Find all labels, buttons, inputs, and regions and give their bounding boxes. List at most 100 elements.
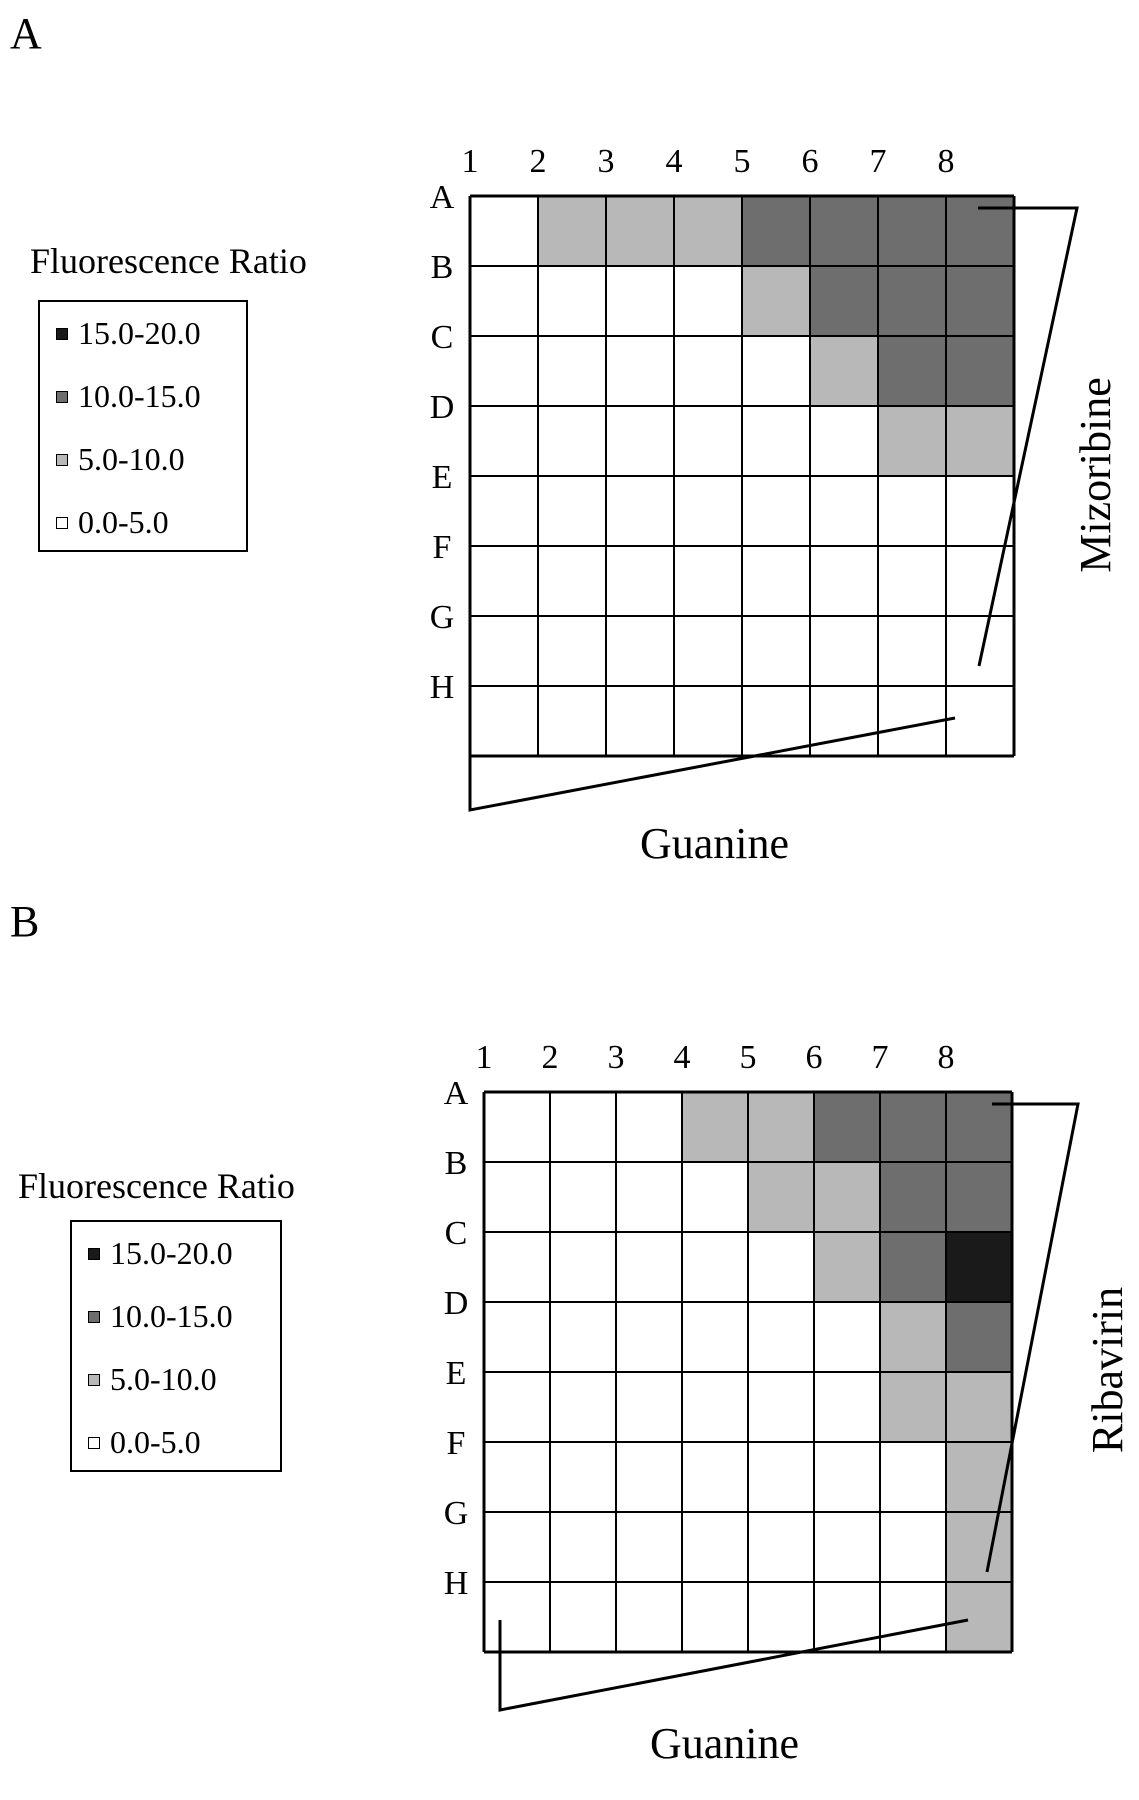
heatmap-cell bbox=[742, 336, 810, 406]
heatmap-cell bbox=[880, 1372, 946, 1442]
panel-a-legend-title: Fluorescence Ratio bbox=[30, 241, 307, 281]
panel-b-row-drug-label: Ribavirin bbox=[1083, 1286, 1132, 1454]
column-tick-label: 5 bbox=[740, 1039, 757, 1076]
column-concentration-wedge bbox=[468, 716, 956, 812]
heatmap-cell bbox=[810, 406, 878, 476]
heatmap-cell bbox=[674, 686, 742, 756]
heatmap-cell bbox=[550, 1582, 616, 1652]
row-tick-label: A bbox=[430, 179, 455, 216]
legend-swatch bbox=[56, 390, 68, 403]
column-tick-label: 1 bbox=[476, 1039, 493, 1076]
heatmap-cell bbox=[810, 336, 878, 406]
heatmap-cell bbox=[538, 266, 606, 336]
heatmap-cell bbox=[470, 336, 538, 406]
heatmap-cell bbox=[470, 476, 538, 546]
legend-swatch bbox=[88, 1310, 100, 1323]
legend-item-label: 10.0-15.0 bbox=[78, 378, 201, 414]
heatmap-cell bbox=[880, 1582, 946, 1652]
legend-item: 15.0-20.0 bbox=[72, 1222, 280, 1285]
heatmap-cell bbox=[550, 1092, 616, 1162]
legend-item-label: 0.0-5.0 bbox=[78, 504, 169, 540]
heatmap-cell bbox=[674, 196, 742, 266]
heatmap-cell bbox=[946, 616, 1014, 686]
heatmap-cell bbox=[748, 1092, 814, 1162]
heatmap-cell bbox=[616, 1372, 682, 1442]
heatmap-cell bbox=[484, 1372, 550, 1442]
row-tick-label: C bbox=[445, 1215, 468, 1252]
heatmap-cell bbox=[748, 1512, 814, 1582]
column-tick-label: 7 bbox=[872, 1039, 889, 1076]
heatmap-cell bbox=[810, 546, 878, 616]
heatmap-cell bbox=[880, 1092, 946, 1162]
panel-b-legend: 15.0-20.0 10.0-15.0 5.0-10.0 0.0-5.0 bbox=[70, 1220, 282, 1472]
heatmap-cell bbox=[606, 616, 674, 686]
heatmap-cell bbox=[550, 1162, 616, 1232]
heatmap-cell bbox=[810, 476, 878, 546]
panel-a-legend: 15.0-20.0 10.0-15.0 5.0-10.0 0.0-5.0 bbox=[38, 300, 248, 552]
heatmap-cell bbox=[878, 266, 946, 336]
heatmap-cell bbox=[606, 266, 674, 336]
heatmap-cell bbox=[946, 476, 1014, 546]
heatmap-cell bbox=[606, 546, 674, 616]
heatmap-cell bbox=[682, 1582, 748, 1652]
heatmap-cell bbox=[606, 476, 674, 546]
heatmap-cell bbox=[616, 1582, 682, 1652]
heatmap-cell bbox=[682, 1092, 748, 1162]
legend-swatch bbox=[88, 1436, 100, 1449]
heatmap-cell bbox=[538, 476, 606, 546]
column-tick-label: 3 bbox=[608, 1039, 625, 1076]
heatmap-cell bbox=[550, 1442, 616, 1512]
heatmap-cell bbox=[946, 1512, 1012, 1582]
heatmap-cell bbox=[606, 196, 674, 266]
heatmap-cell bbox=[814, 1302, 880, 1372]
heatmap-cell bbox=[880, 1512, 946, 1582]
heatmap-cell bbox=[946, 1582, 1012, 1652]
row-tick-label: E bbox=[432, 459, 453, 496]
heatmap-cell bbox=[748, 1372, 814, 1442]
column-tick-label: 8 bbox=[938, 1039, 955, 1076]
heatmap-cell bbox=[484, 1582, 550, 1652]
heatmap-cell bbox=[880, 1232, 946, 1302]
heatmap-cell bbox=[742, 196, 810, 266]
heatmap-cell bbox=[550, 1512, 616, 1582]
legend-item-label: 5.0-10.0 bbox=[110, 1361, 217, 1397]
legend-item: 5.0-10.0 bbox=[72, 1348, 280, 1411]
legend-item: 10.0-15.0 bbox=[40, 365, 246, 428]
heatmap-cell bbox=[538, 686, 606, 756]
column-tick-label: 1 bbox=[462, 143, 479, 180]
heatmap-cell bbox=[810, 616, 878, 686]
heatmap-cell bbox=[682, 1232, 748, 1302]
heatmap-cell bbox=[880, 1302, 946, 1372]
heatmap-cell bbox=[946, 266, 1014, 336]
heatmap-cell bbox=[674, 546, 742, 616]
panel-b-label: B bbox=[10, 897, 40, 946]
heatmap-cell bbox=[538, 406, 606, 476]
row-tick-label: G bbox=[444, 1495, 469, 1532]
legend-swatch bbox=[56, 516, 68, 529]
heatmap-cell bbox=[814, 1162, 880, 1232]
heatmap-cell bbox=[810, 196, 878, 266]
heatmap-cell bbox=[606, 406, 674, 476]
heatmap-cell bbox=[946, 686, 1014, 756]
legend-item: 10.0-15.0 bbox=[72, 1285, 280, 1348]
heatmap-cell bbox=[470, 686, 538, 756]
heatmap-cell bbox=[742, 266, 810, 336]
legend-swatch bbox=[56, 453, 68, 466]
panel-b-legend-title: Fluorescence Ratio bbox=[18, 1166, 295, 1206]
column-tick-label: 3 bbox=[598, 143, 615, 180]
heatmap-cell bbox=[484, 1232, 550, 1302]
heatmap-cell bbox=[674, 616, 742, 686]
column-tick-label: 5 bbox=[734, 143, 751, 180]
heatmap-cell bbox=[814, 1442, 880, 1512]
row-tick-label: D bbox=[444, 1285, 469, 1322]
heatmap-cell bbox=[880, 1162, 946, 1232]
row-tick-label: H bbox=[444, 1565, 469, 1602]
heatmap-cell bbox=[946, 1302, 1012, 1372]
row-tick-label: A bbox=[444, 1075, 469, 1112]
legend-item-label: 5.0-10.0 bbox=[78, 441, 185, 477]
column-tick-label: 7 bbox=[870, 143, 887, 180]
heatmap-cell bbox=[878, 196, 946, 266]
column-tick-label: 4 bbox=[666, 143, 683, 180]
heatmap-cell bbox=[538, 336, 606, 406]
